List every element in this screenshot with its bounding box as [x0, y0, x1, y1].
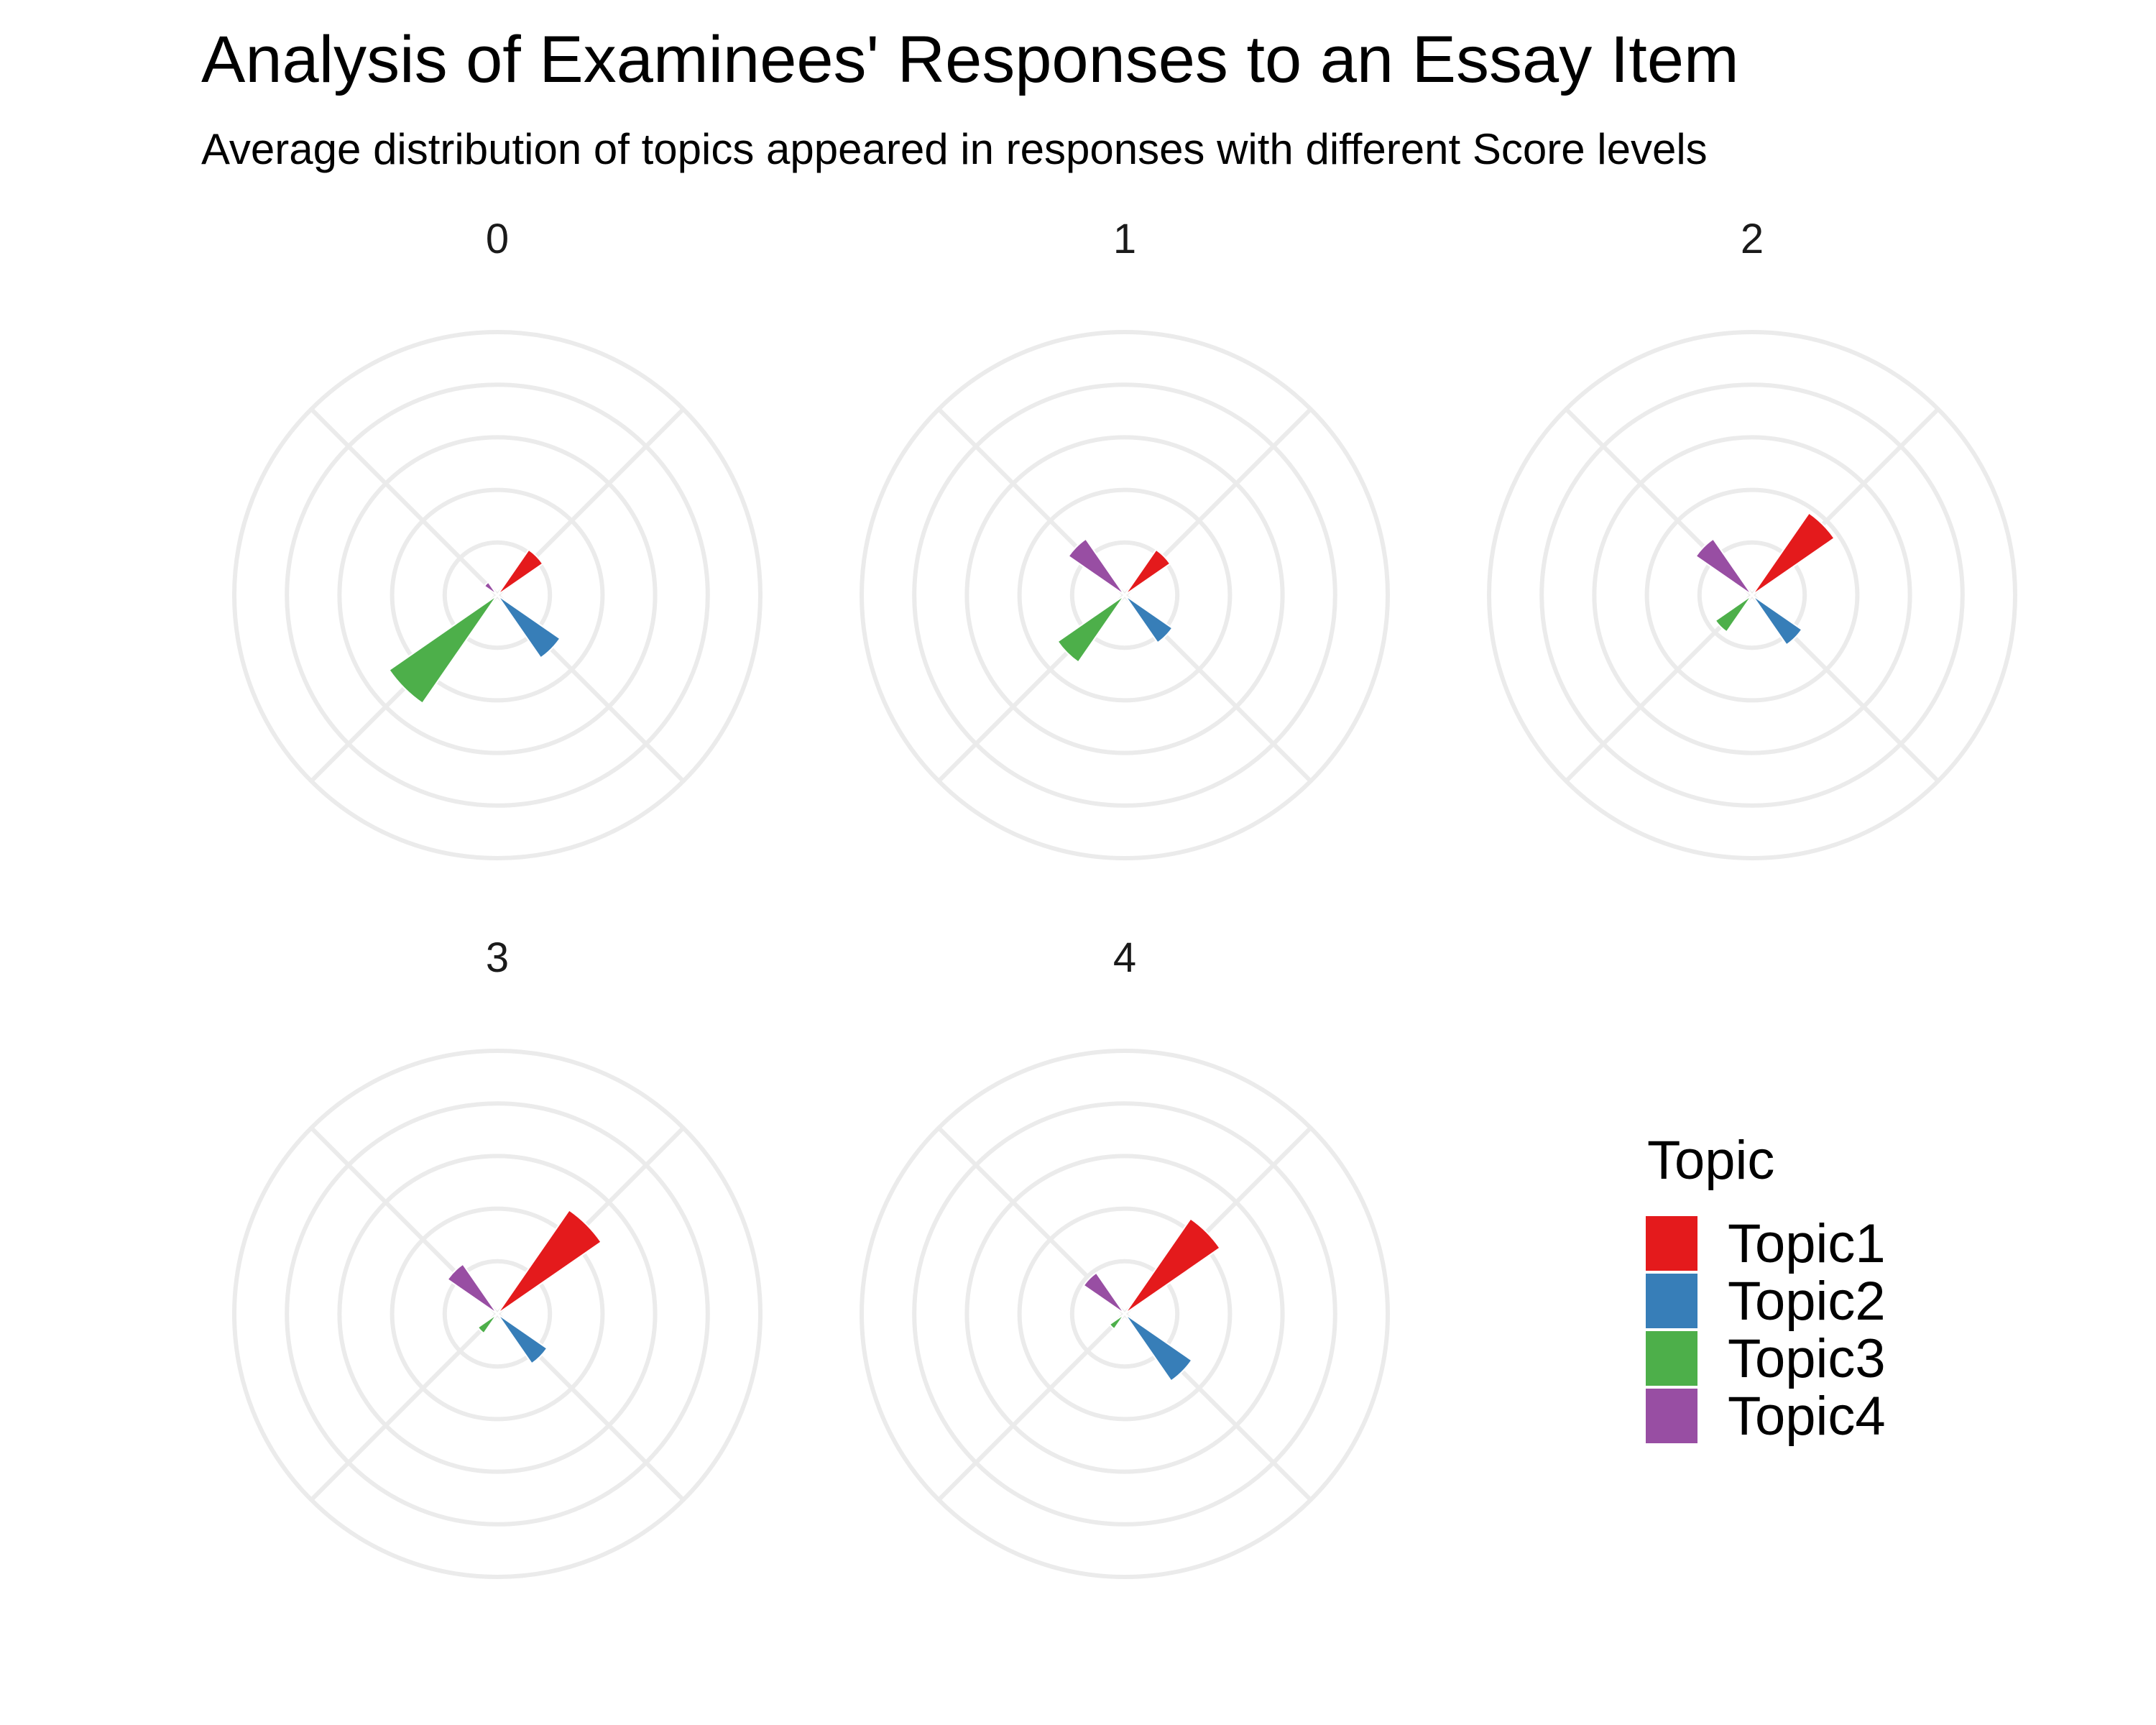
grid-spoke	[937, 1312, 1127, 1501]
grid-circle	[1487, 330, 2017, 860]
grid-circle	[390, 1206, 605, 1422]
chart-title: Analysis of Examinees' Responses to an E…	[201, 23, 1739, 96]
grid-circle	[442, 1259, 553, 1369]
grid-spoke	[310, 1312, 499, 1501]
grid-circle	[964, 1154, 1285, 1474]
wedge-topic2-score-1	[1124, 594, 1174, 644]
grid-spoke	[310, 408, 499, 597]
grid-circle	[337, 435, 658, 755]
chart-subtitle: Average distribution of topics appeared …	[201, 125, 1708, 173]
panel-label: 4	[1113, 934, 1136, 981]
panel-label: 2	[1741, 216, 1764, 262]
wedge-topic2-score-3	[497, 1313, 548, 1365]
grid-circle	[337, 1154, 658, 1474]
wedge-topic4-score-2	[1695, 538, 1753, 596]
wedge-topic1-score-4	[1124, 1218, 1221, 1315]
wedge-topic4-score-3	[446, 1263, 498, 1315]
grid-circle	[232, 330, 763, 860]
legend-label-topic3: Topic3	[1728, 1328, 1886, 1389]
grid-circle	[1644, 487, 1860, 703]
grid-circle	[1539, 382, 1965, 808]
legend-swatch-topic3	[1646, 1331, 1697, 1386]
grid-circle	[1069, 1259, 1180, 1369]
legend-title: Topic	[1647, 1130, 1774, 1191]
panel-label: 1	[1113, 216, 1136, 262]
wedge-topic3-score-0	[388, 594, 498, 704]
legend-label-topic2: Topic2	[1728, 1271, 1886, 1332]
panel-4: 4	[860, 934, 1390, 1579]
wedge-topic4-score-1	[1067, 538, 1125, 596]
grid-circle	[860, 1049, 1390, 1579]
panel-3: 3	[232, 934, 763, 1579]
legend-label-topic4: Topic4	[1728, 1386, 1886, 1447]
panel-label: 0	[486, 216, 509, 262]
grid-circle	[1592, 435, 1912, 755]
legend-swatch-topic4	[1646, 1389, 1697, 1443]
wedge-topic2-score-4	[1124, 1313, 1193, 1382]
grid-circle	[1017, 487, 1233, 703]
panel-2: 2	[1487, 216, 2017, 860]
grid-circle	[1697, 540, 1807, 650]
wedge-topic2-score-0	[497, 594, 561, 659]
wedge-topic3-score-1	[1056, 594, 1125, 663]
grid-circle	[232, 1049, 763, 1579]
wedge-topic3-score-4	[1108, 1313, 1125, 1330]
grid-circle	[285, 382, 710, 808]
grid-circle	[912, 382, 1337, 808]
grid-circle	[442, 540, 553, 650]
legend-swatch-topic1	[1646, 1216, 1697, 1271]
grid-circle	[1069, 540, 1180, 650]
legend-swatch-topic2	[1646, 1274, 1697, 1328]
wedge-topic1-score-1	[1124, 548, 1171, 596]
grid-circle	[860, 330, 1390, 860]
wedge-topic2-score-2	[1751, 594, 1803, 646]
wedge-topic1-score-2	[1751, 512, 1835, 596]
panel-0: 0	[232, 216, 763, 860]
grid-circle	[912, 1101, 1337, 1527]
legend-label-topic1: Topic1	[1728, 1213, 1886, 1274]
wedge-topic3-score-3	[476, 1313, 498, 1335]
wedge-topic1-score-0	[497, 548, 544, 596]
panel-1: 1	[860, 216, 1390, 860]
grid-circle	[285, 1101, 710, 1527]
wedge-topic4-score-0	[483, 581, 498, 596]
wedge-topic3-score-2	[1714, 594, 1753, 633]
grid-circle	[390, 487, 605, 703]
wedge-topic4-score-4	[1082, 1271, 1125, 1315]
wedge-topic1-score-3	[497, 1209, 602, 1315]
panel-label: 3	[486, 934, 509, 981]
grid-circle	[964, 435, 1285, 755]
grid-circle	[1017, 1206, 1233, 1422]
